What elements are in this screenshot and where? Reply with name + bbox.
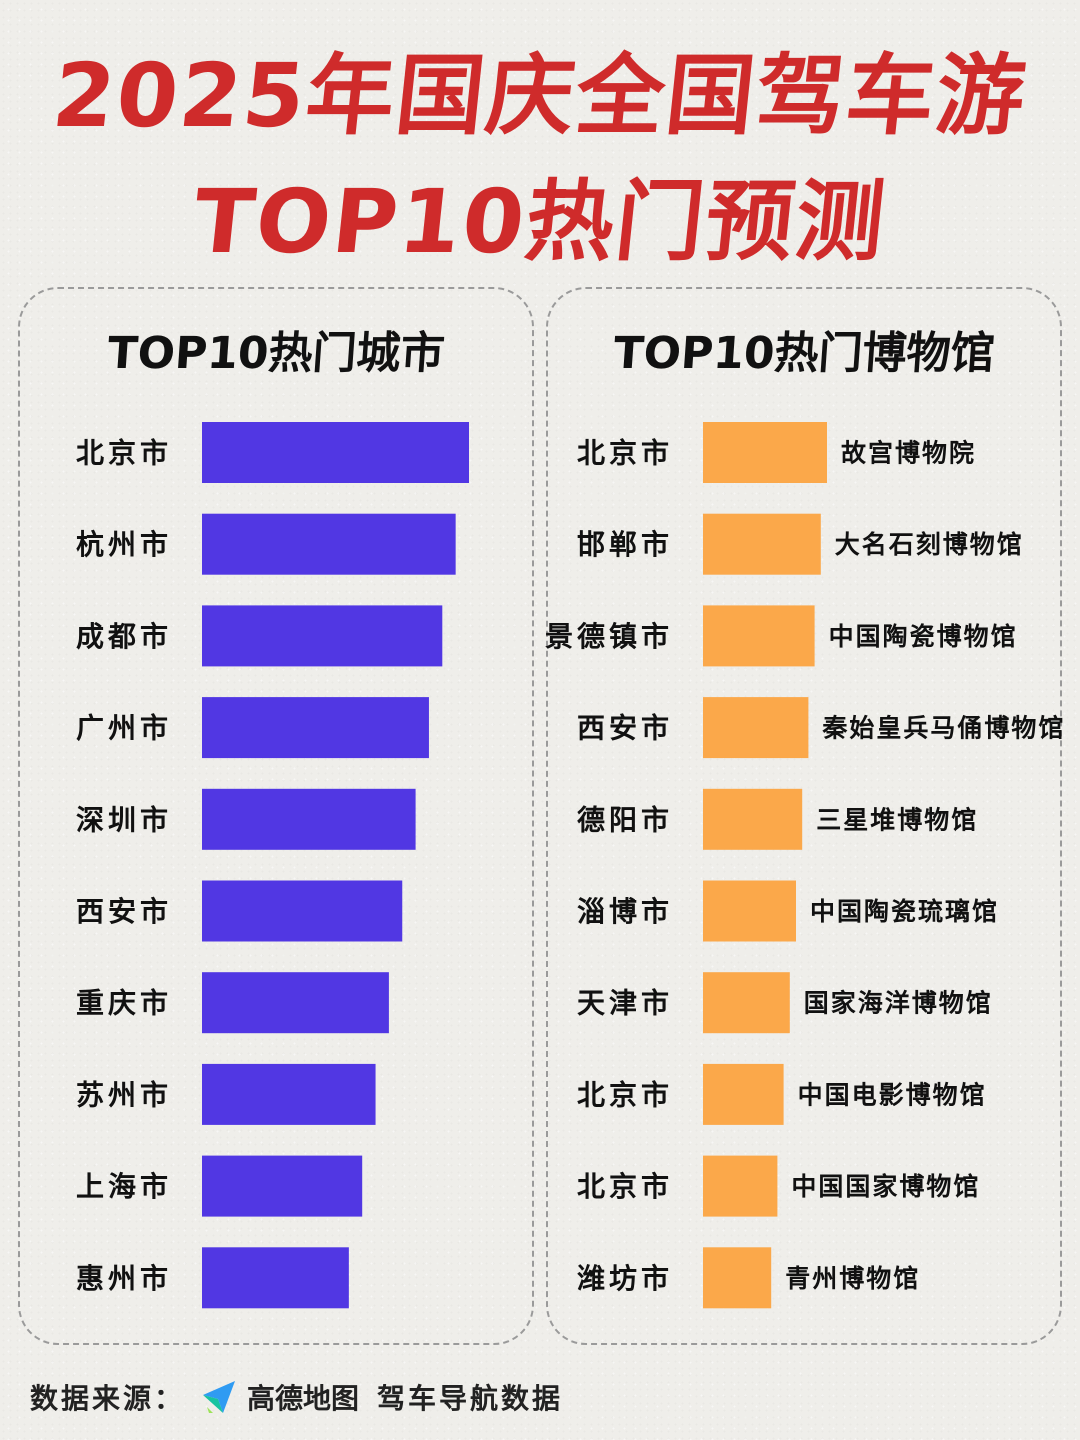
museum-data-label: 中国陶瓷琉璃馆 bbox=[810, 897, 999, 926]
museum-category-label: 北京市 bbox=[577, 1170, 673, 1203]
museum-chart-panel bbox=[546, 287, 1062, 1345]
museum-bar bbox=[703, 1155, 778, 1217]
city-bar bbox=[202, 972, 389, 1034]
museum-category-label: 潍坊市 bbox=[577, 1262, 673, 1295]
museum-data-label: 中国电影博物馆 bbox=[798, 1080, 987, 1109]
navigation-arrow-icon bbox=[203, 1381, 236, 1413]
source-label: 数据来源： bbox=[30, 1382, 186, 1415]
museum-bar bbox=[703, 605, 815, 667]
footer-source: 数据来源： 高德地图 驾车导航数据 bbox=[30, 1372, 563, 1422]
museum-category-label: 邯郸市 bbox=[577, 528, 673, 561]
city-category-label: 成都市 bbox=[76, 620, 172, 653]
city-bar bbox=[202, 1247, 349, 1309]
source-brand: 高德地图 bbox=[247, 1382, 360, 1415]
museum-bar bbox=[703, 1247, 772, 1309]
city-bar bbox=[202, 513, 456, 575]
museum-category-label: 天津市 bbox=[577, 987, 673, 1020]
museum-category-label: 德阳市 bbox=[577, 803, 673, 836]
city-bar bbox=[202, 1063, 376, 1125]
museum-bar bbox=[703, 972, 790, 1034]
city-bar bbox=[202, 880, 403, 942]
museum-data-label: 三星堆博物馆 bbox=[816, 805, 978, 834]
city-category-label: 深圳市 bbox=[76, 803, 172, 836]
museum-bar bbox=[703, 1063, 784, 1125]
city-category-label: 北京市 bbox=[76, 437, 172, 470]
museum-data-label: 中国陶瓷博物馆 bbox=[829, 622, 1018, 651]
museum-data-label: 秦始皇兵马俑博物馆 bbox=[821, 714, 1065, 743]
museum-category-label: 北京市 bbox=[577, 437, 673, 470]
city-bar bbox=[202, 605, 443, 667]
museum-data-label: 青州博物馆 bbox=[785, 1264, 920, 1293]
city-chart-panel bbox=[18, 287, 534, 1345]
city-category-label: 惠州市 bbox=[76, 1262, 172, 1295]
museum-category-label: 西安市 bbox=[577, 712, 673, 745]
city-bar bbox=[202, 1155, 363, 1217]
museum-bar bbox=[703, 880, 796, 942]
city-bar bbox=[202, 788, 416, 850]
city-bar bbox=[202, 422, 469, 483]
museum-bar bbox=[703, 788, 803, 850]
museum-category-label: 淄博市 bbox=[577, 895, 673, 928]
museum-data-label: 大名石刻博物馆 bbox=[835, 530, 1024, 559]
city-category-label: 重庆市 bbox=[76, 987, 172, 1020]
museum-category-label: 景德镇市 bbox=[545, 620, 673, 653]
city-category-label: 西安市 bbox=[76, 895, 172, 928]
museum-category-label: 北京市 bbox=[577, 1078, 673, 1111]
museum-data-label: 国家海洋博物馆 bbox=[804, 989, 993, 1018]
museum-bar bbox=[703, 697, 809, 759]
city-bar bbox=[202, 697, 429, 759]
city-category-label: 苏州市 bbox=[76, 1078, 172, 1111]
museum-bar bbox=[703, 513, 821, 575]
city-category-label: 杭州市 bbox=[76, 528, 172, 561]
museum-data-label: 故宫博物院 bbox=[841, 439, 976, 468]
museum-data-label: 中国国家博物馆 bbox=[791, 1172, 980, 1201]
city-category-label: 上海市 bbox=[76, 1170, 172, 1203]
source-description: 驾车导航数据 bbox=[377, 1382, 564, 1415]
museum-bar bbox=[703, 422, 827, 483]
city-category-label: 广州市 bbox=[76, 712, 172, 745]
